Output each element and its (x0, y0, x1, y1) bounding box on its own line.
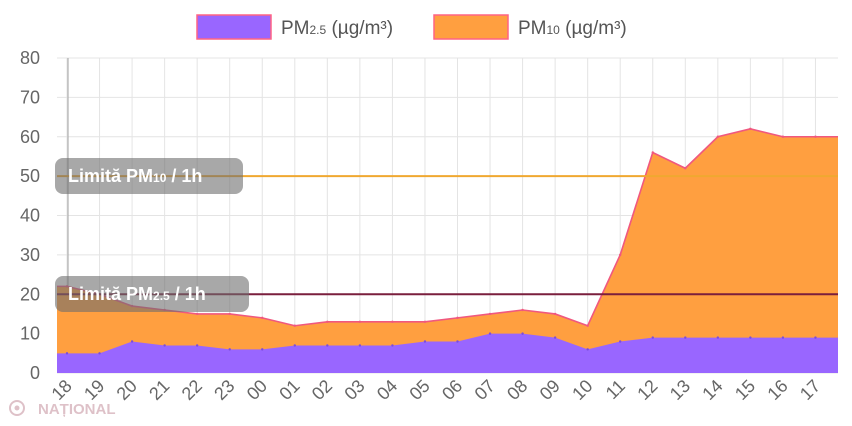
legend-swatch-pm25 (196, 14, 272, 40)
watermark-icon (9, 400, 25, 416)
x-axis: 18 19 20 21 22 23 00 01 02 03 04 05 06 07 08 09 10 11 12 13… (48, 376, 825, 404)
pm10-point (423, 320, 427, 324)
pm10-point (293, 324, 296, 327)
watermark-logo: NAȚIONAL (9, 400, 116, 418)
pm25-point (130, 340, 134, 343)
pm10-point (553, 312, 557, 316)
pm10-point (814, 135, 817, 138)
pm10-point (391, 320, 394, 324)
x-tick-label: 00 (243, 376, 271, 404)
x-tick-label: 07 (471, 376, 499, 404)
pm10-point (781, 135, 785, 138)
y-tick-label: 20 (20, 284, 40, 304)
pm10-point (195, 312, 199, 316)
y-tick-label: 10 (20, 324, 40, 344)
pm25-point (391, 344, 394, 347)
x-tick-label: 04 (373, 376, 401, 404)
pm10-point (586, 324, 589, 327)
x-tick-label: 06 (438, 376, 466, 404)
x-tick-label: 08 (503, 376, 531, 404)
legend-item-pm10[interactable]: PM10 (µg/m³) (433, 14, 627, 40)
pm10-point (521, 308, 524, 312)
series-pm25-area (57, 333, 838, 373)
pm25-point (521, 332, 524, 335)
limit-label-pm10: Limită PM10 / 1h (55, 158, 243, 194)
legend-item-pm25[interactable]: PM2.5 (µg/m³) (196, 14, 393, 40)
pm10-point (684, 167, 687, 170)
pm25-point (163, 344, 166, 347)
y-tick-label: 60 (20, 127, 40, 147)
pm25-point (619, 340, 622, 343)
pm25-point (326, 344, 329, 347)
series-pm10-area (57, 128, 838, 373)
pm25-point (651, 336, 654, 339)
y-tick-label: 40 (20, 206, 40, 226)
y-axis: 0 10 20 30 40 50 60 70 80 (20, 48, 40, 383)
pm25-point (814, 336, 817, 339)
legend-swatch-pm10 (433, 14, 509, 40)
pm10-point (716, 135, 720, 138)
pm25-point (195, 344, 199, 347)
pm10-point (488, 312, 492, 316)
x-tick-label: 14 (698, 376, 726, 404)
x-tick-label: 05 (405, 376, 433, 404)
x-tick-label: 17 (796, 376, 824, 404)
x-tick-label: 13 (666, 376, 694, 404)
pm25-point (228, 348, 231, 351)
pm25-point (684, 336, 687, 339)
pm10-point (261, 316, 264, 320)
pm25-point (488, 332, 492, 335)
x-tick-label: 16 (763, 376, 791, 404)
pm25-point (423, 340, 427, 343)
x-tick-label: 15 (731, 376, 759, 404)
pm25-point (358, 344, 362, 347)
watermark-text: NAȚIONAL (38, 401, 116, 418)
pm10-point (651, 151, 654, 154)
series-pm25 (57, 332, 838, 373)
pm25-point (716, 336, 720, 339)
pm25-point (749, 336, 752, 339)
pm10-point (749, 127, 752, 131)
x-tick-label: 12 (633, 376, 661, 404)
y-tick-label: 0 (30, 363, 40, 383)
y-tick-label: 30 (20, 245, 40, 265)
pm25-point (65, 352, 69, 355)
pm10-point (358, 320, 362, 324)
y-tick-label: 80 (20, 48, 40, 68)
x-tick-label: 23 (210, 376, 238, 404)
x-tick-label: 09 (536, 376, 564, 404)
x-tick-label: 19 (80, 376, 108, 404)
pm25-point (456, 340, 459, 343)
pm25-point (781, 336, 785, 339)
x-tick-label: 10 (568, 376, 596, 404)
limit-label-pm10-text: Limită PM10 / 1h (68, 166, 202, 186)
pm25-point (586, 348, 589, 351)
limit-label-pm25: Limită PM2.5 / 1h (55, 276, 249, 312)
legend-label-pm25: PM2.5 (µg/m³) (281, 18, 393, 39)
x-tick-label: 21 (145, 376, 173, 404)
pm10-point (456, 316, 459, 320)
pm25-point (261, 348, 264, 351)
x-tick-label: 11 (602, 376, 629, 403)
pm25-point (553, 336, 557, 339)
pm10-point (619, 253, 622, 257)
pm25-point (98, 352, 101, 355)
x-tick-label: 20 (113, 376, 141, 404)
legend[interactable]: PM2.5 (µg/m³) PM10 (µg/m³) (196, 14, 627, 40)
y-tick-label: 50 (20, 166, 40, 186)
x-tick-label: 02 (308, 376, 336, 404)
y-tick-label: 70 (20, 87, 40, 107)
pm10-point (326, 320, 329, 324)
x-tick-label: 18 (48, 376, 76, 404)
x-tick-label: 01 (275, 376, 303, 404)
x-tick-label: 22 (178, 376, 206, 404)
pm25-point (293, 344, 296, 347)
pm10-point (228, 312, 231, 316)
limit-label-pm25-text: Limită PM2.5 / 1h (68, 284, 206, 304)
legend-label-pm10: PM10 (µg/m³) (518, 18, 627, 39)
x-tick-label: 03 (340, 376, 368, 404)
